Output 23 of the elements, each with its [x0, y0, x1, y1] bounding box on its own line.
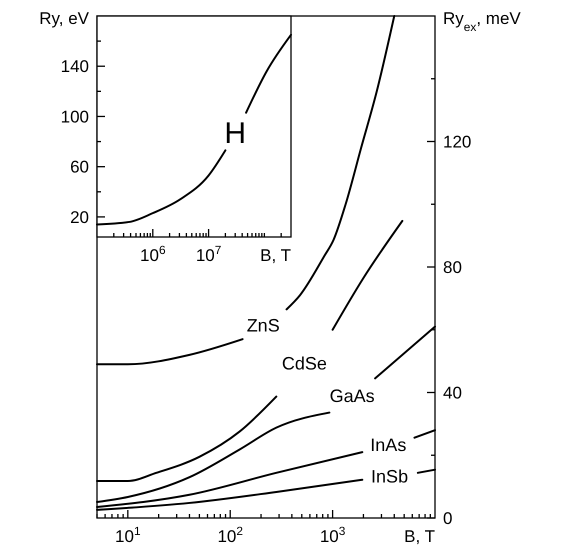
x-tick-label: 10$^{1}$: [115, 524, 141, 546]
y-axis-title: Ry, eV: [39, 9, 90, 28]
y-tick-label: 60: [70, 158, 89, 177]
series-label: ZnS: [246, 315, 280, 336]
y2-tick-label: 120: [443, 132, 472, 152]
x-tick-label: 10$^{2}$: [217, 524, 244, 546]
series-label: InSb: [371, 466, 408, 487]
y2-tick-label: 40: [443, 383, 462, 402]
x-axis-title: B, T: [260, 246, 291, 265]
y2-axis-title: Ry$_{ex}$, meV: [443, 9, 522, 34]
y-tick-label: 140: [60, 57, 89, 76]
y2-tick-label: 80: [443, 258, 462, 277]
x-axis-title: B, T: [404, 527, 435, 546]
x-tick-label: 10$^{6}$: [140, 243, 166, 265]
y2-tick-label: 0: [443, 508, 452, 528]
series-label: H: [224, 116, 246, 150]
series-label: CdSe: [282, 354, 327, 374]
x-tick-label: 10$^{7}$: [196, 243, 222, 265]
series-label: InAs: [370, 435, 406, 456]
y-tick-label: 20: [70, 208, 89, 227]
x-tick-label: 10$^{3}$: [320, 524, 346, 546]
y-tick-label: 100: [60, 107, 89, 126]
series-label: GaAs: [330, 386, 375, 406]
